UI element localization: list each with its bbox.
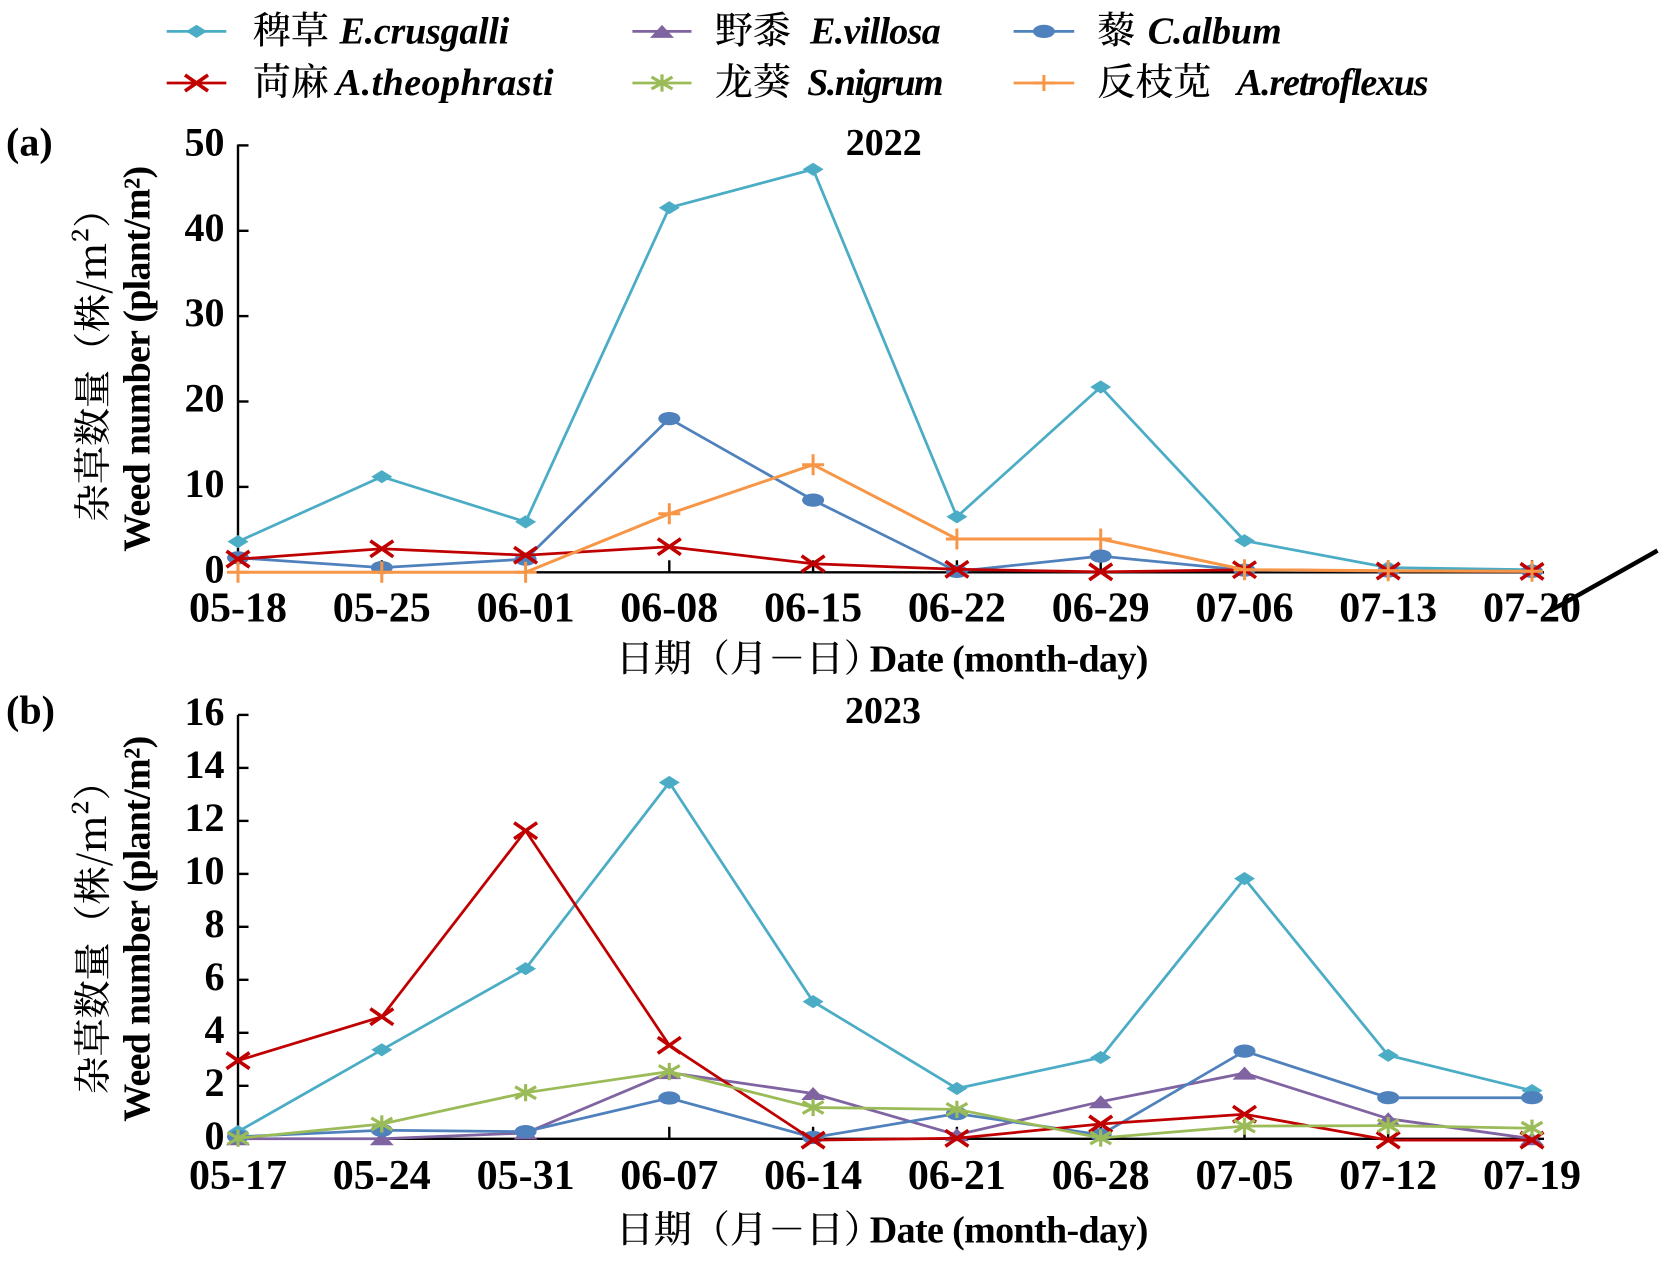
svg-text:06-07: 06-07	[620, 1153, 718, 1199]
svg-text:0: 0	[205, 1113, 225, 1158]
svg-text:06-22: 06-22	[908, 586, 1006, 632]
svg-text:Date (month-day): Date (month-day)	[870, 639, 1149, 681]
svg-text:4: 4	[205, 1007, 225, 1052]
svg-text:10: 10	[185, 848, 225, 893]
svg-text:2: 2	[205, 1060, 225, 1105]
svg-text:Weed number (plant/m²): Weed number (plant/m²)	[117, 166, 159, 552]
svg-text:06-21: 06-21	[908, 1153, 1006, 1199]
svg-text:C.album: C.album	[1148, 11, 1282, 53]
svg-text:14: 14	[185, 742, 225, 787]
svg-text:A.theophrasti: A.theophrasti	[334, 62, 554, 104]
svg-text:50: 50	[185, 119, 225, 164]
svg-text:10: 10	[185, 461, 225, 506]
svg-text:06-01: 06-01	[477, 586, 575, 632]
svg-text:Date (month-day): Date (month-day)	[870, 1210, 1149, 1252]
svg-text:05-31: 05-31	[477, 1153, 575, 1199]
svg-text:07-13: 07-13	[1339, 586, 1437, 632]
svg-text:S.nigrum: S.nigrum	[807, 62, 944, 104]
svg-text:07-20: 07-20	[1483, 586, 1581, 632]
svg-text:2022: 2022	[846, 122, 922, 164]
svg-text:E.villosa: E.villosa	[809, 11, 941, 53]
svg-text:06-08: 06-08	[620, 586, 718, 632]
svg-text:05-18: 05-18	[189, 586, 287, 632]
svg-text:16: 16	[185, 689, 225, 734]
svg-text:07-12: 07-12	[1339, 1153, 1437, 1199]
svg-text:0: 0	[205, 546, 225, 591]
svg-text:20: 20	[185, 376, 225, 421]
svg-text:06-15: 06-15	[764, 586, 862, 632]
svg-text:6: 6	[205, 954, 225, 999]
svg-text:30: 30	[185, 290, 225, 335]
svg-text:40: 40	[185, 205, 225, 250]
svg-text:(a): (a)	[6, 120, 53, 165]
svg-text:2023: 2023	[845, 690, 921, 732]
svg-text:05-24: 05-24	[333, 1153, 431, 1199]
svg-text:06-14: 06-14	[764, 1153, 862, 1199]
svg-text:07-19: 07-19	[1483, 1153, 1581, 1199]
svg-text:E.crusgalli: E.crusgalli	[339, 11, 510, 53]
svg-text:06-28: 06-28	[1052, 1153, 1150, 1199]
svg-text:12: 12	[185, 795, 225, 840]
svg-text:(b): (b)	[6, 688, 55, 733]
svg-text:07-05: 07-05	[1196, 1153, 1294, 1199]
svg-text:A.retroflexus: A.retroflexus	[1235, 62, 1429, 104]
svg-text:Weed number (plant/m²): Weed number (plant/m²)	[117, 736, 159, 1122]
svg-text:06-29: 06-29	[1052, 586, 1150, 632]
svg-text:05-25: 05-25	[333, 586, 431, 632]
svg-text:05-17: 05-17	[189, 1153, 287, 1199]
svg-text:07-06: 07-06	[1196, 586, 1294, 632]
svg-text:8: 8	[205, 901, 225, 946]
